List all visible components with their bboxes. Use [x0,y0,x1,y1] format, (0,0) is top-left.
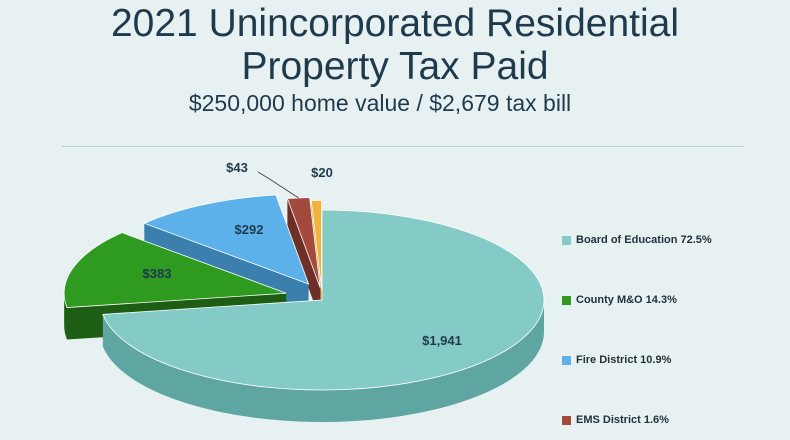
data-label: $43 [226,160,248,175]
legend-item: Board of Education 72.5% [562,232,712,248]
data-label: $1,941 [422,333,462,348]
pie-slice [63,232,287,308]
pie-slice-group [102,209,545,422]
legend-swatch [562,355,571,365]
legend-item: County M&O 14.3% [562,292,677,308]
legend-label: Board of Education 72.5% [576,234,712,246]
chart-title-line2: Property Tax Paid [241,45,549,88]
pie-slice-edge [287,198,321,320]
legend-swatch [562,295,571,305]
pie-slice-side [102,300,545,422]
legend-swatch [562,235,571,245]
legend-item: Fire District 10.9% [562,352,671,368]
leader-line [257,171,299,199]
chart-subtitle: $250,000 home value / $2,679 tax bill [188,90,572,116]
legend-label: EMS District 1.6% [576,414,669,426]
legend-swatch [562,415,571,425]
pie-slice-group [286,197,321,320]
pie-slice-side [64,293,67,340]
chart-title: 2021 Unincorporated Residential Property… [0,2,790,88]
divider [62,146,744,147]
chart-title-line1: 2021 Unincorporated Residential [110,2,680,45]
legend-label: Fire District 10.9% [576,354,672,366]
pie-slice [102,209,545,391]
data-label: $292 [235,222,264,237]
data-label: $383 [143,266,172,281]
pie-slice [310,199,323,291]
pie-slice [143,194,310,285]
legend-label: County M&O 14.3% [576,294,677,306]
legend-item: EMS District 1.6% [562,412,669,428]
data-label: $20 [311,165,333,180]
